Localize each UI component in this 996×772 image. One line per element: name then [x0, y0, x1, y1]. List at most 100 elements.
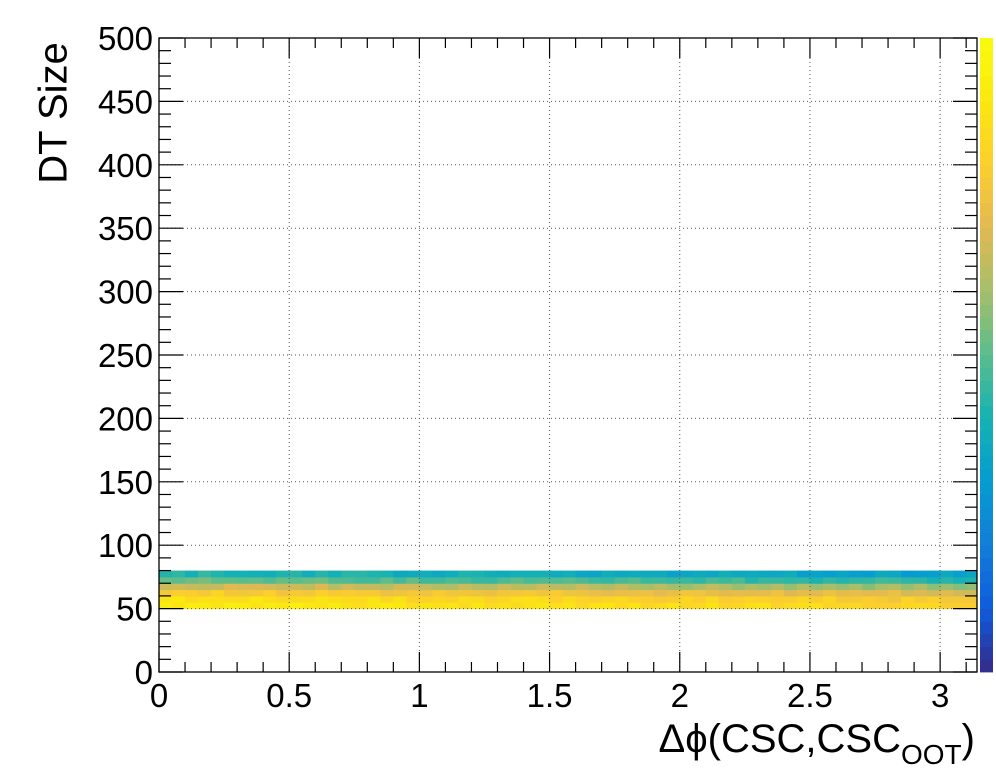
heatmap-cell	[172, 589, 186, 597]
heatmap-cell	[849, 576, 863, 584]
colorbar-segment	[980, 164, 993, 178]
heatmap-cell	[666, 589, 681, 597]
heatmap-cell	[172, 570, 186, 578]
heatmap-cell	[575, 602, 590, 610]
heatmap-cell	[432, 602, 446, 610]
heatmap-cell	[276, 589, 290, 597]
heatmap-cell	[250, 595, 264, 603]
colorbar-segment	[980, 659, 993, 673]
heatmap-cell	[601, 589, 616, 597]
heatmap-cell	[237, 583, 251, 591]
heatmap-cell	[914, 602, 928, 610]
heatmap-cell	[588, 602, 603, 610]
colorbar-segment	[980, 228, 993, 242]
heatmap-cell	[211, 602, 225, 610]
heatmap-cell	[679, 583, 694, 591]
heatmap-cell	[835, 595, 850, 603]
heatmap-cell	[224, 589, 238, 597]
colorbar-segment	[980, 63, 993, 77]
y-tick-label: 300	[98, 274, 153, 311]
heatmap-cell	[966, 576, 978, 584]
heatmap-cell	[367, 589, 381, 597]
heatmap-cell	[367, 595, 381, 603]
heatmap-cell	[341, 589, 355, 597]
x-tick-label: 1.5	[527, 677, 573, 714]
heatmap-cell	[432, 589, 446, 597]
colorbar-segment	[980, 367, 993, 381]
heatmap-cell	[627, 570, 642, 578]
heatmap-cell	[406, 570, 420, 578]
heatmap-cell	[757, 570, 772, 578]
heatmap-cell	[380, 583, 394, 591]
heatmap-cell	[484, 570, 498, 578]
heatmap-cell	[679, 570, 694, 578]
heatmap-cell	[588, 595, 603, 603]
heatmap-cell	[901, 602, 915, 610]
heatmap-cell	[393, 602, 407, 610]
heatmap-cell	[198, 570, 212, 578]
heatmap-cell	[757, 576, 772, 584]
heatmap-cell	[940, 570, 954, 578]
heatmap-cell	[341, 583, 355, 591]
heatmap-cell	[315, 570, 329, 578]
heatmap-cell	[172, 595, 186, 603]
heatmap-cell	[354, 595, 368, 603]
heatmap-cell	[783, 589, 798, 597]
heatmap-cell	[705, 576, 720, 584]
heatmap-cell	[679, 589, 694, 597]
heatmap-cell	[523, 576, 538, 584]
heatmap-cell	[185, 583, 199, 591]
heatmap-cell	[705, 589, 720, 597]
heatmap-cell	[198, 583, 212, 591]
colorbar-segment	[980, 393, 993, 407]
colorbar-segment	[980, 253, 993, 267]
grid-lines	[159, 38, 977, 672]
y-tick-label: 250	[98, 337, 153, 374]
colorbar-segment	[980, 380, 993, 394]
heatmap-cell	[497, 576, 512, 584]
heatmap-cell	[354, 570, 368, 578]
heatmap-cell	[289, 583, 303, 591]
heatmap-cell	[263, 570, 277, 578]
y-tick-label: 350	[98, 210, 153, 247]
heatmap-cell	[614, 595, 629, 603]
heatmap-cell	[744, 583, 759, 591]
heatmap-cell	[562, 583, 577, 591]
heatmap-cell	[862, 570, 876, 578]
heatmap-cell	[562, 589, 577, 597]
heatmap-cell	[849, 589, 863, 597]
heatmap-cell	[276, 602, 290, 610]
heatmap-cell	[367, 576, 381, 584]
heatmap-cell	[927, 583, 941, 591]
colorbar-segment	[980, 557, 993, 571]
heatmap-cell	[549, 589, 564, 597]
heatmap-cell	[744, 589, 759, 597]
colorbar-segment	[980, 215, 993, 229]
heatmap-cell	[822, 570, 837, 578]
colorbar-segment	[980, 443, 993, 457]
y-axis-title: DT Size	[32, 42, 76, 184]
heatmap-cell	[484, 595, 498, 603]
heatmap-cell	[862, 583, 876, 591]
heatmap-cell	[718, 589, 733, 597]
heatmap-cell	[731, 576, 746, 584]
heatmap-cell	[666, 576, 681, 584]
heatmap-cell	[328, 570, 342, 578]
heatmap-cell	[484, 589, 498, 597]
heatmap-cell	[849, 602, 863, 610]
heatmap-cell	[588, 570, 603, 578]
heatmap-cell	[809, 602, 824, 610]
heatmap-cell	[549, 570, 564, 578]
heatmap-cell	[575, 576, 590, 584]
x-axis-title-subscript: OOT	[901, 739, 962, 770]
heatmap-cell	[783, 602, 798, 610]
heatmap-cell	[888, 595, 902, 603]
heatmap-cell	[809, 576, 824, 584]
heatmap-cell	[224, 570, 238, 578]
heatmap-cell	[250, 583, 264, 591]
colorbar-segment	[980, 355, 993, 369]
heatmap-cell	[927, 589, 941, 597]
heatmap-cell	[718, 602, 733, 610]
heatmap-cell	[289, 570, 303, 578]
